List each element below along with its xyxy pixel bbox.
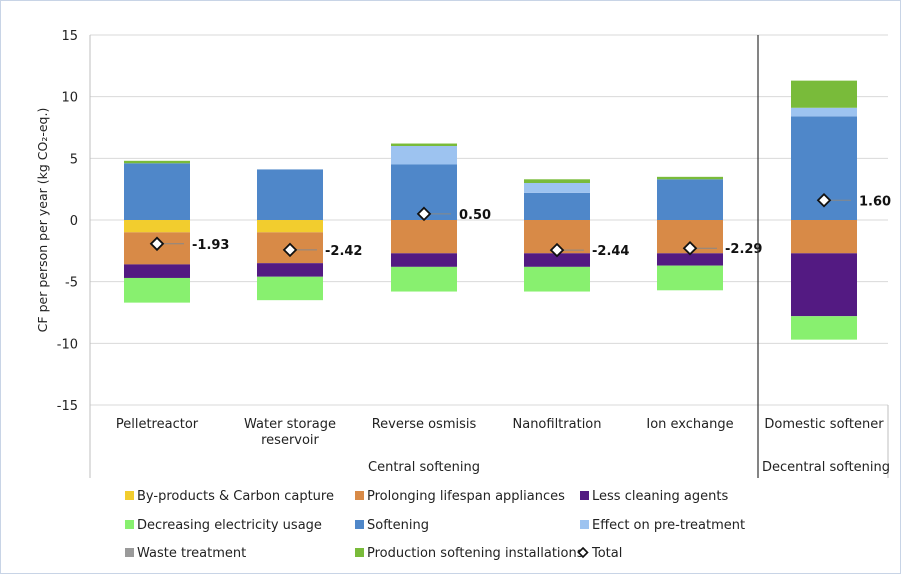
total-marker (416, 206, 432, 222)
total-marker (549, 242, 565, 258)
total-data-label: 1.60 (859, 194, 891, 209)
legend-swatch (125, 491, 134, 500)
legend-label: Decreasing electricity usage (137, 518, 322, 533)
legend-swatch (580, 491, 589, 500)
bar-segment (524, 192, 590, 220)
legend-total-marker (577, 546, 589, 559)
bar-segment (791, 253, 857, 317)
y-tick-labels: -15 -10 -5 0 5 10 15 (57, 29, 78, 414)
total-data-label: -2.29 (725, 242, 762, 257)
y-tick-label: -15 (57, 399, 78, 414)
legend-label: By-products & Carbon capture (137, 489, 334, 504)
bar-segment (524, 183, 590, 193)
bar-segment (524, 266, 590, 292)
legend-label: Less cleaning agents (592, 489, 728, 504)
category-label: Reverse osmisis (372, 417, 477, 432)
group-label: Decentral softening (762, 460, 890, 475)
y-tick-label: -10 (57, 337, 78, 352)
bar-segment (791, 220, 857, 254)
bar-segment (257, 276, 323, 301)
legend-swatch (355, 491, 364, 500)
y-tick-label: 5 (70, 152, 78, 167)
bars (124, 80, 857, 340)
bar-segment (524, 179, 590, 183)
category-label: Ion exchange (646, 417, 733, 432)
category-label: reservoir (261, 433, 319, 448)
total-data-label: -2.44 (592, 244, 629, 259)
legend-label: Prolonging lifespan appliances (367, 489, 565, 504)
total-marker (682, 240, 698, 256)
bar-segment (257, 169, 323, 220)
y-tick-label: 0 (70, 214, 78, 229)
bar-segment (391, 146, 457, 165)
bar-segment (391, 266, 457, 292)
legend-label: Softening (367, 518, 429, 533)
category-label: Nanofiltration (513, 417, 602, 432)
total-data-label: 0.50 (459, 208, 491, 223)
bar-segment (391, 143, 457, 146)
bar-segment (257, 220, 323, 233)
category-label: Pelletreactor (116, 417, 199, 432)
legend-label: Waste treatment (137, 546, 246, 561)
y-tick-label: 10 (61, 91, 78, 106)
legend-swatch (355, 548, 364, 557)
legend-swatch (355, 520, 364, 529)
legend: By-products & Carbon capture Prolonging l… (125, 489, 745, 561)
legend-swatch (125, 520, 134, 529)
legend-label: Total (591, 546, 622, 561)
gridlines (90, 34, 888, 406)
bar-segment (791, 107, 857, 117)
bar-segment (257, 263, 323, 277)
bar-segment (391, 220, 457, 254)
bar-segment (124, 160, 190, 164)
bar-segment (657, 265, 723, 291)
bar-segment (391, 253, 457, 267)
total-data-label: -1.93 (192, 238, 229, 253)
bar-segment (524, 253, 590, 267)
legend-swatch (125, 548, 134, 557)
group-label: Central softening (368, 460, 480, 475)
bar-segment (791, 80, 857, 108)
bar-segment (124, 163, 190, 220)
bar-segment (657, 253, 723, 266)
y-tick-label: -5 (65, 276, 78, 291)
y-tick-label: 15 (61, 29, 78, 44)
category-label: Domestic softener (764, 417, 884, 432)
bar-segment (124, 277, 190, 303)
bar-segment (124, 264, 190, 278)
total-marker (282, 242, 298, 258)
bar-segment (124, 220, 190, 233)
bar-segment (657, 179, 723, 220)
total-data-label: -2.42 (325, 244, 362, 259)
total-marker (816, 192, 832, 208)
category-label: Water storage (244, 417, 336, 432)
total-markers: -1.93 -2.42 0.50 -2.44 -2.29 1.60 (149, 192, 891, 259)
legend-swatch (580, 520, 589, 529)
bar-segment (791, 316, 857, 340)
legend-label: Effect on pre-treatment (592, 518, 745, 533)
bar-segment (657, 176, 723, 180)
y-axis-label: CF per person per year (kg CO₂-eq.) (35, 108, 50, 333)
legend-label: Production softening installations (367, 546, 584, 561)
total-marker (149, 236, 165, 252)
